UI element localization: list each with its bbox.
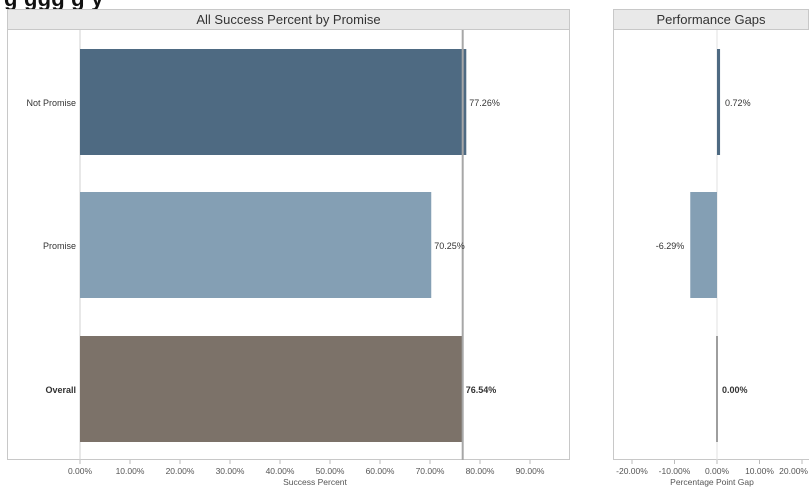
right-x-tick-label: -10.00%: [659, 466, 691, 476]
left-bar-promise: [80, 192, 432, 298]
right-x-tick-label: -20.00%: [616, 466, 648, 476]
left-category-label: Promise: [43, 241, 76, 251]
dashboard-title-fragment: g ggg g y: [0, 0, 809, 9]
right-x-tick-label: 10.00%: [745, 466, 774, 476]
left-x-tick-label: 40.00%: [266, 466, 295, 476]
right-bar-promise: [690, 192, 717, 298]
left-category-label: Overall: [45, 385, 76, 395]
left-x-tick-label: 50.00%: [316, 466, 345, 476]
left-x-tick-label: 30.00%: [216, 466, 245, 476]
left-chart-title: All Success Percent by Promise: [7, 9, 570, 30]
right-bar-overall: [716, 336, 718, 442]
left-x-tick-label: 70.00%: [416, 466, 445, 476]
right-x-tick-label: 20.00%: [779, 466, 808, 476]
left-x-axis-title: Success Percent: [283, 477, 347, 487]
left-value-label: 77.26%: [469, 98, 500, 108]
left-value-label: 76.54%: [466, 385, 497, 395]
right-x-tick-label: 0.00%: [705, 466, 730, 476]
dashboard-title-text: g ggg g y: [4, 0, 104, 9]
left-category-label: Not Promise: [26, 98, 76, 108]
left-bar-overall: [80, 336, 463, 442]
right-bar-not-promise: [717, 49, 721, 155]
left-x-tick-label: 60.00%: [366, 466, 395, 476]
left-x-tick-label: 10.00%: [116, 466, 145, 476]
right-value-label: 0.72%: [725, 98, 751, 108]
left-value-label: 70.25%: [434, 241, 465, 251]
left-x-tick-label: 90.00%: [516, 466, 545, 476]
left-x-tick-label: 80.00%: [466, 466, 495, 476]
left-x-tick-label: 0.00%: [68, 466, 93, 476]
left-x-tick-label: 20.00%: [166, 466, 195, 476]
left-bar-not-promise: [80, 49, 467, 155]
right-value-label: -6.29%: [656, 241, 685, 251]
right-value-label: 0.00%: [722, 385, 748, 395]
right-x-axis-title: Percentage Point Gap: [670, 477, 754, 487]
